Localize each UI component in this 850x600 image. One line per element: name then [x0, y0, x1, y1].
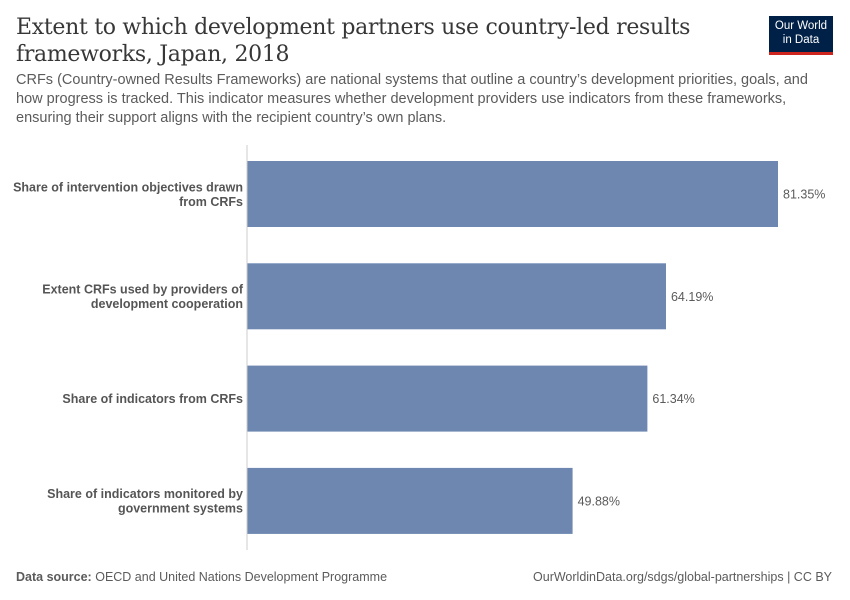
category-label: Share of indicators monitored by	[47, 487, 243, 501]
logo-line-2: in Data	[782, 34, 820, 46]
data-source: Data source: OECD and United Nations Dev…	[16, 570, 387, 584]
value-label: 81.35%	[783, 188, 825, 202]
value-label: 49.88%	[578, 494, 620, 508]
chart-subtitle: CRFs (Country-owned Results Frameworks) …	[16, 72, 808, 126]
value-label: 64.19%	[671, 290, 713, 304]
category-label: from CRFs	[179, 195, 243, 209]
category-label: Extent CRFs used by providers of	[42, 283, 244, 297]
category-label: Share of indicators from CRFs	[62, 392, 243, 406]
bar	[247, 365, 648, 432]
chart-title: Extent to which development partners use…	[16, 15, 691, 67]
source-label: Data source:	[16, 570, 92, 584]
source-text[interactable]: OECD and United Nations Development Prog…	[95, 570, 388, 584]
category-label: development cooperation	[91, 297, 243, 311]
bar	[247, 161, 778, 227]
logo-line-1: Our World	[774, 20, 828, 32]
owid-logo[interactable]: Our World in Data	[769, 16, 833, 55]
bar	[247, 263, 666, 330]
bar	[247, 467, 573, 534]
footer-url[interactable]: OurWorldinData.org/sdgs/global-partnersh…	[533, 570, 832, 584]
category-label: government systems	[118, 502, 243, 516]
category-label: Share of intervention objectives drawn	[13, 180, 243, 194]
value-label: 61.34%	[652, 392, 694, 406]
